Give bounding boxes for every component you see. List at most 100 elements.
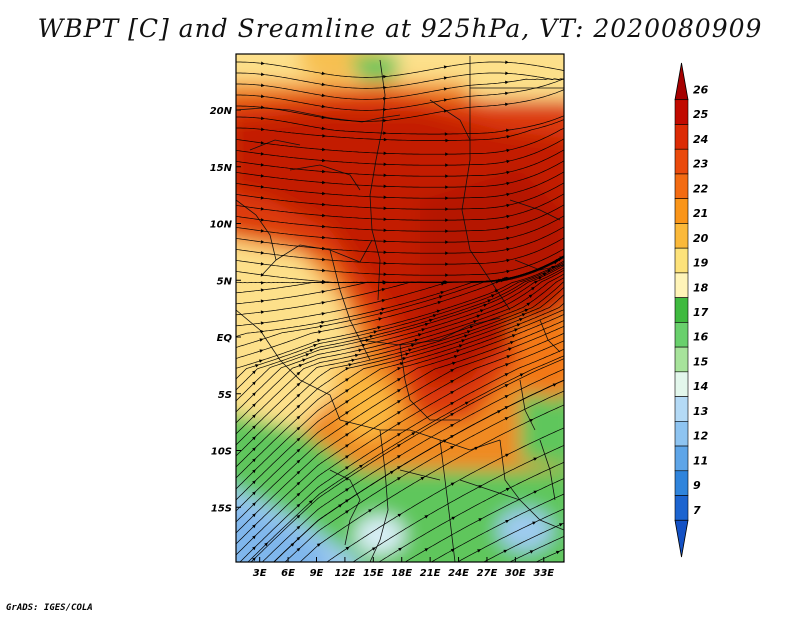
streamline-arrowhead: [321, 82, 326, 87]
streamline-arrowhead: [533, 457, 538, 461]
colorbar-label: 24: [693, 133, 708, 146]
streamline-arrowhead: [296, 393, 301, 398]
streamline-arrowhead: [445, 262, 449, 266]
streamline-arrowhead: [260, 207, 265, 211]
streamline-arrowhead: [313, 344, 318, 348]
map-frame: [235, 53, 565, 563]
streamline-arrowhead: [296, 514, 301, 519]
streamline-arrowhead: [529, 419, 534, 423]
streamline-arrowhead: [383, 228, 388, 232]
streamline-arrowhead: [259, 338, 264, 342]
colorbar-arrow-top: [674, 62, 689, 101]
colorbar-label: 12: [693, 430, 709, 443]
streamline-arrowhead: [261, 105, 265, 109]
lon-tick-label: 3E: [253, 568, 267, 579]
streamline-arrowhead: [264, 542, 268, 547]
streamline-arrowhead: [371, 547, 376, 551]
streamline-arrowhead: [317, 338, 322, 343]
streamline: [509, 536, 564, 562]
streamline: [236, 263, 564, 391]
streamline-arrowhead: [252, 447, 256, 452]
streamline-arrowhead: [506, 148, 511, 153]
streamline-arrowhead: [445, 138, 450, 143]
streamline-arrowhead: [322, 213, 326, 218]
streamline-arrowhead: [296, 547, 301, 552]
streamline-arrowhead: [345, 499, 349, 503]
streamline-arrowhead: [302, 358, 306, 362]
streamline-arrowhead: [383, 250, 388, 254]
colorbar-segment: [674, 346, 689, 373]
streamline-arrowhead: [377, 326, 382, 330]
streamline-arrowhead: [252, 491, 256, 496]
streamline-arrowhead: [260, 251, 265, 255]
streamline-arrowhead: [398, 547, 403, 552]
streamline-arrowhead: [296, 426, 301, 431]
streamline-arrowhead: [506, 128, 510, 133]
streamline-arrowhead: [351, 358, 356, 362]
streamline-arrowhead: [368, 509, 372, 513]
streamline-arrowhead: [450, 380, 455, 384]
streamline-arrowhead: [443, 87, 448, 91]
streamline-arrowhead: [503, 549, 508, 553]
streamline-arrowhead: [424, 515, 429, 519]
streamline-arrowhead: [321, 115, 326, 120]
streamline-arrowhead: [383, 217, 388, 221]
streamline-arrowhead: [383, 75, 387, 79]
streamline-arrowhead: [450, 548, 455, 552]
streamline-arrowhead: [260, 310, 265, 314]
streamline: [236, 294, 564, 479]
streamline-arrowhead: [354, 353, 359, 358]
streamline-arrowhead: [305, 353, 310, 357]
streamline: [535, 548, 564, 562]
colorbar-label: 7: [693, 504, 701, 517]
streamline: [236, 149, 564, 177]
lon-tick-label: 18E: [391, 568, 412, 579]
streamline-arrowhead: [506, 170, 511, 175]
streamline-arrowhead: [383, 119, 387, 123]
streamline-arrowhead: [432, 314, 437, 318]
streamline: [236, 281, 564, 457]
streamline-arrowhead: [464, 334, 468, 338]
streamline: [236, 138, 564, 166]
streamline-arrowhead: [505, 520, 510, 524]
streamline: [236, 277, 564, 446]
lat-tick-label: 10S: [211, 447, 232, 458]
colorbar-label: 9: [693, 479, 701, 492]
streamline-arrowhead: [321, 320, 325, 325]
lat-tick-label: 15N: [210, 163, 233, 174]
streamline-arrowhead: [497, 410, 502, 414]
streamline-arrowhead: [445, 273, 449, 277]
streamline-arrowhead: [458, 344, 463, 348]
streamline-arrowhead: [252, 557, 256, 562]
streamline-arrowhead: [397, 378, 401, 382]
streamline-arrowhead: [322, 224, 326, 229]
streamline-arrowhead: [345, 466, 349, 470]
streamline-arrowhead: [440, 291, 445, 295]
streamline-arrowhead: [529, 550, 534, 554]
streamline-arrowhead: [450, 424, 455, 428]
streamline-arrowhead: [473, 320, 478, 324]
streamline-arrowhead: [308, 500, 313, 504]
streamline-arrowhead: [309, 349, 314, 353]
streamline-arrowhead: [345, 378, 349, 382]
streamline-arrowhead: [500, 278, 505, 283]
streamline-arrowhead: [505, 453, 510, 457]
streamline-arrowhead: [445, 163, 449, 167]
colorbar-label: 18: [693, 281, 709, 294]
streamline: [236, 309, 564, 501]
lon-tick-label: 6E: [281, 568, 295, 579]
streamline-arrowhead: [526, 302, 531, 306]
streamline-arrowhead: [252, 480, 256, 485]
streamline-arrowhead: [450, 369, 455, 373]
streamline: [236, 260, 564, 369]
streamline-arrowhead: [345, 546, 350, 551]
streamline: [378, 461, 564, 562]
colorbar-label: 19: [693, 257, 709, 270]
streamline-arrowhead: [450, 413, 455, 417]
streamline-arrowhead: [397, 477, 401, 481]
streamline-arrowhead: [397, 433, 401, 437]
streamline-arrowhead: [260, 273, 265, 277]
lon-tick-label: 24E: [448, 568, 469, 579]
streamline-arrowhead: [397, 444, 401, 448]
streamline-arrowhead: [555, 550, 560, 555]
